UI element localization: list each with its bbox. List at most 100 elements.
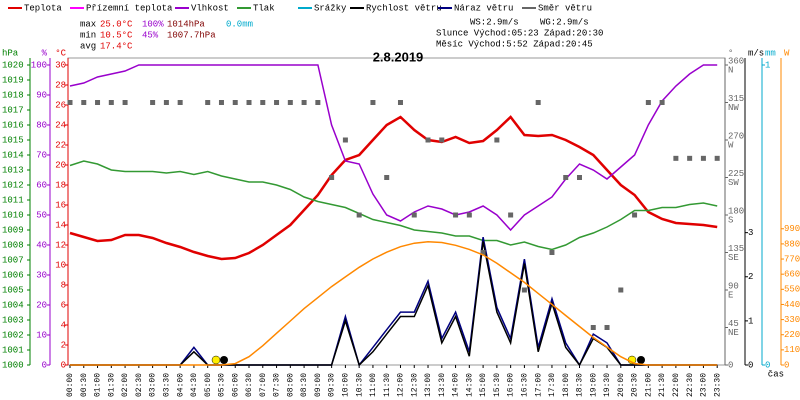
direction-point [315,100,321,105]
y-tick-label: 1011 [2,195,24,205]
legend-label: Srážky [314,3,347,13]
x-tick-label: 01:00 [94,373,103,397]
direction-point [95,100,101,105]
x-tick-label: 10:00 [342,373,351,397]
y-tick-label: 770 [784,254,800,264]
y-tick-label: 1003 [2,315,24,325]
direction-point [232,100,238,105]
direction-point [494,137,500,143]
series-line [70,241,718,366]
stat-rain: 0.0mm [226,19,253,29]
y-tick-label: 1002 [2,330,24,340]
x-tick-label: 17:30 [548,373,557,397]
direction-point [108,100,114,105]
legend-label: Náraz větru [454,3,513,13]
direction-point [576,175,582,180]
x-tick-label: 22:30 [686,373,695,397]
x-tick-label: 23:00 [700,373,709,397]
axis-unit: ° [728,48,733,58]
direction-point [274,100,280,105]
direction-point [466,212,472,218]
y-tick-label: 660 [784,270,800,280]
x-tick-label: 21:00 [644,373,653,397]
y-tick-label: 60 [36,180,47,190]
y-tick-label: 0 [42,360,47,370]
x-axis-label: čas [768,369,784,379]
axis-unit: W [784,48,790,58]
y-tick-label: 0 [728,360,733,370]
direction-point [81,100,87,105]
y-tick-label: 330 [784,315,800,325]
x-tick-label: 09:30 [328,373,337,397]
axis-unit: % [42,48,48,58]
y-tick-label: 1010 [2,210,24,220]
x-tick-label: 03:00 [149,373,158,397]
direction-point [618,287,624,293]
legend-label: Vlhkost [191,3,229,13]
direction-point [122,100,128,105]
chart-title: 2.8.2019 [373,49,424,64]
stat-hum: 45% [142,30,159,40]
y-tick-label: 110 [784,345,800,355]
x-tick-label: 15:30 [493,373,502,397]
legend-label: Rychlost větru [366,3,442,13]
y-tick-label: 4 [61,320,66,330]
y-tick-label: 1009 [2,225,24,235]
stat-ws: WS:2.9m/s [470,17,519,27]
x-tick-label: 14:00 [452,373,461,397]
direction-name: S [728,215,733,225]
y-tick-label: 880 [784,239,800,249]
y-tick-label: 1000 [2,360,24,370]
stat-label: avg [80,41,96,51]
stat-press: 1014hPa [167,19,205,29]
stat-sun: Slunce Východ:05:23 Západ:20:30 [436,28,603,38]
x-tick-label: 05:30 [218,373,227,397]
x-tick-label: 08:30 [300,373,309,397]
x-tick-label: 06:30 [245,373,254,397]
stat-label: max [80,19,96,29]
x-tick-label: 09:00 [314,373,323,397]
direction-point [260,100,266,105]
x-tick-label: 20:00 [617,373,626,397]
stat-moon: Měsíc Východ:5:52 Západ:20:45 [436,39,593,49]
x-tick-label: 08:00 [286,373,295,397]
legend-label: Přízemní teplota [86,3,173,13]
direction-point [632,212,638,218]
legend-label: Tlak [253,3,275,13]
stat-press: 1007.7hPa [167,30,216,40]
y-tick-label: 100 [31,60,47,70]
direction-point [604,325,610,330]
y-tick-label: 12 [55,240,66,250]
direction-point [301,100,307,105]
x-tick-label: 19:00 [589,373,598,397]
x-tick-label: 18:00 [562,373,571,397]
y-tick-label: 1005 [2,285,24,295]
direction-point [659,100,665,105]
direction-point [163,100,169,105]
x-tick-label: 01:30 [107,373,116,397]
x-tick-label: 13:30 [438,373,447,397]
stat-temp: 10.5°C [100,30,133,40]
direction-point [287,100,293,105]
direction-point [342,137,348,143]
stat-label: min [80,30,96,40]
x-tick-label: 10:30 [355,373,364,397]
y-tick-label: 440 [784,300,800,310]
x-tick-label: 02:30 [135,373,144,397]
direction-point [687,155,693,161]
direction-name: SW [728,178,739,188]
plot-frame [67,57,726,366]
direction-point [453,212,459,218]
y-tick-label: 1006 [2,270,24,280]
y-tick-label: 1 [765,60,770,70]
y-tick-label: 180 [728,206,744,216]
x-tick-label: 12:00 [397,373,406,397]
direction-point [246,100,252,105]
y-tick-label: 14 [55,220,66,230]
x-tick-label: 11:30 [383,373,392,397]
y-tick-label: 26 [55,100,66,110]
y-tick-label: 30 [55,60,66,70]
y-tick-label: 20 [55,160,66,170]
direction-name: NE [728,328,739,338]
